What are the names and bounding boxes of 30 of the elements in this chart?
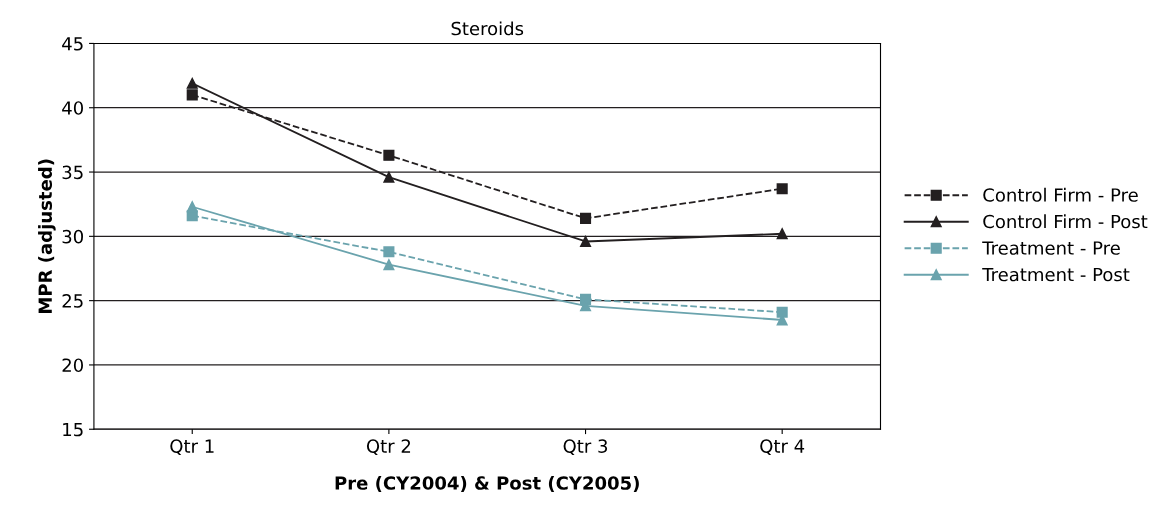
- y-tick-label: 40: [62, 101, 83, 115]
- y-tick-label: 25: [62, 294, 83, 308]
- y-tick-label: 30: [62, 229, 83, 244]
- x-tick-label: Qtr 4: [760, 439, 805, 456]
- y-axis-title: MPR (adjusted): [38, 159, 56, 313]
- point: [383, 246, 395, 258]
- point: [776, 306, 788, 318]
- x-tick-label: Qtr 3: [563, 439, 608, 456]
- y-tick-label: 45: [62, 37, 83, 51]
- y-tick-label: 35: [62, 165, 83, 180]
- legend-label: Control Firm - Pre: [983, 187, 1138, 202]
- point: [383, 171, 395, 183]
- x-tick-label: Qtr 1: [170, 439, 214, 456]
- x-axis-title: Pre (CY2004) & Post (CY2005): [335, 475, 639, 492]
- point: [579, 235, 592, 248]
- chart-title: Steroids: [451, 21, 524, 36]
- point: [383, 149, 395, 161]
- legend-label: Control Firm - Post: [983, 214, 1148, 229]
- point: [186, 201, 198, 213]
- y-tick-label: 15: [63, 422, 83, 437]
- point: [383, 259, 395, 271]
- legend-label: Treatment - Pre: [982, 241, 1120, 255]
- point: [776, 228, 788, 240]
- point: [186, 89, 198, 101]
- point: [776, 183, 788, 195]
- point: [579, 212, 592, 224]
- legend-label: Treatment - Post: [982, 267, 1130, 282]
- x-tick-label: Qtr 2: [366, 439, 411, 456]
- point: [186, 77, 198, 89]
- y-tick-label: 20: [62, 358, 83, 373]
